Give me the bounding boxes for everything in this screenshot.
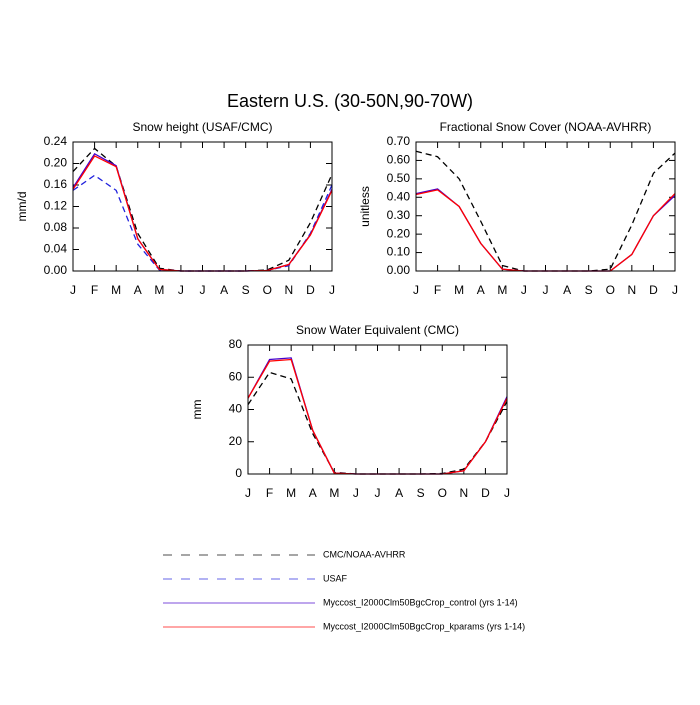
y-tick-label: 0.04 bbox=[44, 242, 68, 256]
x-tick-label: A bbox=[309, 486, 317, 500]
x-tick-label: S bbox=[417, 486, 425, 500]
y-tick-label: 0.24 bbox=[44, 134, 68, 148]
y-axis-label: mm/d bbox=[15, 192, 29, 222]
legend-label: CMC/NOAA-AVHRR bbox=[323, 549, 406, 559]
x-tick-label: J bbox=[245, 486, 251, 500]
x-tick-label: N bbox=[627, 283, 636, 297]
x-tick-label: J bbox=[543, 283, 549, 297]
x-tick-label: M bbox=[111, 283, 121, 297]
x-tick-label: N bbox=[459, 486, 468, 500]
y-tick-label: 0.20 bbox=[44, 156, 68, 170]
y-tick-label: 0.00 bbox=[44, 263, 68, 277]
y-tick-label: 20 bbox=[229, 434, 243, 448]
figure-title: Eastern U.S. (30-50N,90-70W) bbox=[227, 91, 473, 111]
x-tick-label: J bbox=[353, 486, 359, 500]
legend-label: USAF bbox=[323, 573, 348, 583]
x-tick-label: J bbox=[329, 283, 335, 297]
series-line bbox=[415, 189, 676, 272]
panel-title: Snow Water Equivalent (CMC) bbox=[296, 323, 459, 337]
y-tick-label: 0.40 bbox=[387, 189, 411, 203]
y-tick-label: 0.60 bbox=[387, 153, 411, 167]
x-tick-label: O bbox=[438, 486, 447, 500]
x-tick-label: D bbox=[649, 283, 658, 297]
x-tick-label: F bbox=[434, 283, 441, 297]
y-axis-label: unitless bbox=[358, 186, 372, 227]
x-tick-label: J bbox=[200, 283, 206, 297]
y-tick-label: 0.30 bbox=[387, 208, 411, 222]
x-tick-label: M bbox=[497, 283, 507, 297]
legend-label: Myccost_I2000Clm50BgcCrop_kparams (yrs 1… bbox=[323, 621, 525, 631]
series-line bbox=[72, 147, 333, 272]
y-tick-label: 0.70 bbox=[387, 134, 411, 148]
x-tick-label: D bbox=[481, 486, 490, 500]
x-tick-label: J bbox=[178, 283, 184, 297]
y-tick-label: 40 bbox=[229, 402, 243, 416]
series-line bbox=[415, 188, 676, 272]
x-tick-label: D bbox=[306, 283, 315, 297]
series-line bbox=[415, 150, 676, 272]
y-tick-label: 0.12 bbox=[44, 199, 68, 213]
x-tick-label: J bbox=[375, 486, 381, 500]
x-tick-label: F bbox=[266, 486, 273, 500]
series-line bbox=[247, 371, 508, 475]
x-tick-label: M bbox=[154, 283, 164, 297]
x-tick-label: A bbox=[220, 283, 228, 297]
y-tick-label: 60 bbox=[229, 369, 243, 383]
x-tick-label: J bbox=[672, 283, 678, 297]
plot-frame bbox=[415, 141, 676, 272]
plot-frame bbox=[72, 141, 333, 272]
y-tick-label: 0.00 bbox=[387, 263, 411, 277]
series-line bbox=[247, 358, 508, 475]
x-tick-label: J bbox=[413, 283, 419, 297]
x-tick-label: S bbox=[242, 283, 250, 297]
x-tick-label: A bbox=[563, 283, 571, 297]
plot-frame bbox=[247, 344, 508, 475]
x-tick-label: O bbox=[606, 283, 615, 297]
x-tick-label: O bbox=[263, 283, 272, 297]
series-line bbox=[72, 174, 333, 272]
y-tick-label: 0.50 bbox=[387, 171, 411, 185]
x-tick-label: N bbox=[284, 283, 293, 297]
panel-title: Snow height (USAF/CMC) bbox=[132, 120, 272, 134]
y-tick-label: 0.16 bbox=[44, 177, 68, 191]
y-tick-label: 0.20 bbox=[387, 226, 411, 240]
y-tick-label: 0.10 bbox=[387, 245, 411, 259]
y-tick-label: 80 bbox=[229, 337, 243, 351]
x-tick-label: A bbox=[134, 283, 142, 297]
x-tick-label: A bbox=[395, 486, 403, 500]
panel-title: Fractional Snow Cover (NOAA-AVHRR) bbox=[440, 120, 652, 134]
x-tick-label: S bbox=[585, 283, 593, 297]
x-tick-label: M bbox=[286, 486, 296, 500]
x-tick-label: F bbox=[91, 283, 98, 297]
x-tick-label: M bbox=[454, 283, 464, 297]
x-tick-label: J bbox=[504, 486, 510, 500]
x-tick-label: J bbox=[521, 283, 527, 297]
series-line bbox=[247, 357, 508, 475]
x-tick-label: A bbox=[477, 283, 485, 297]
legend-label: Myccost_I2000Clm50BgcCrop_control (yrs 1… bbox=[323, 597, 518, 607]
y-tick-label: 0.08 bbox=[44, 220, 68, 234]
x-tick-label: J bbox=[70, 283, 76, 297]
y-axis-label: mm bbox=[190, 400, 204, 420]
x-tick-label: M bbox=[329, 486, 339, 500]
y-tick-label: 0 bbox=[235, 466, 242, 480]
